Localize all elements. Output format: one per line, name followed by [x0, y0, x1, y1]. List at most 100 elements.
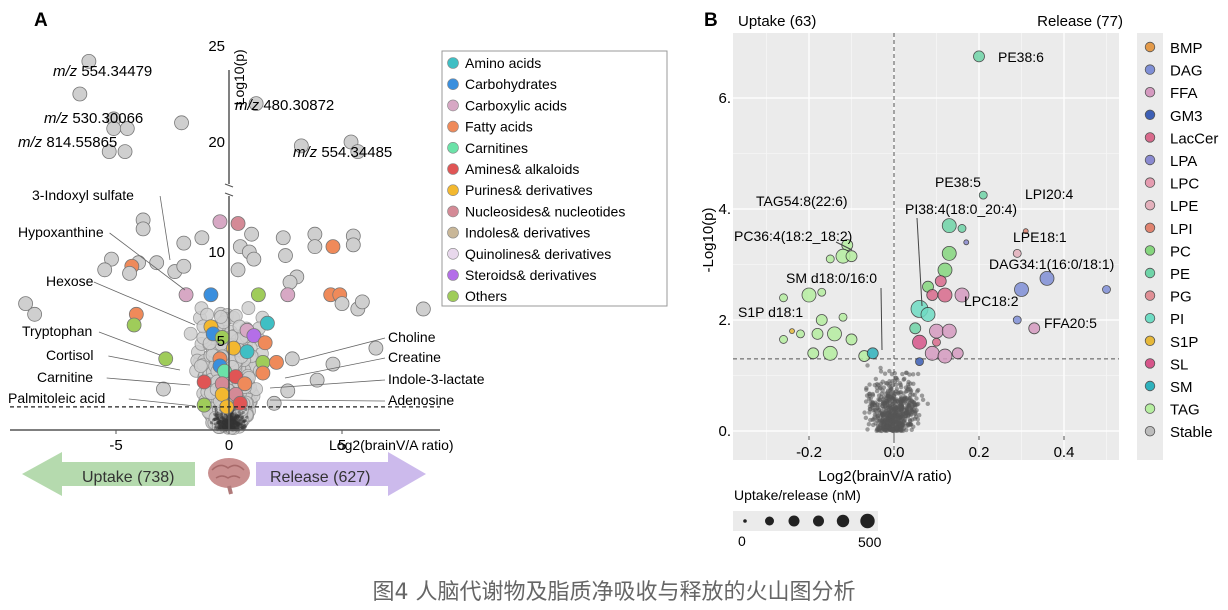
x-tick-label: -5 — [109, 437, 122, 454]
nonsig-point — [211, 418, 216, 422]
stable-point — [282, 274, 298, 290]
lipid-label: DAG34:1(16:0/18:1) — [989, 256, 1114, 272]
stable-point — [897, 397, 903, 402]
stable-point — [354, 294, 370, 310]
y-tick-label: 5 — [217, 333, 225, 350]
x-tick-label: 0.2 — [969, 444, 990, 461]
stable-point — [894, 406, 899, 411]
lipid-label: LPI20:4 — [1025, 186, 1073, 202]
annotation-leader — [299, 337, 386, 361]
lipid-point — [817, 287, 827, 297]
uptake-arrow: Uptake (738) — [22, 452, 195, 496]
lipid-point — [978, 190, 988, 200]
lipid-label: PC36:4(18:2_18:2) — [734, 228, 852, 244]
legend-swatch — [1144, 132, 1156, 143]
nonsig-point — [232, 415, 236, 419]
stable-point — [882, 428, 887, 433]
mz-label: m/z 554.34479 — [53, 63, 152, 80]
annotation-label: Palmitoleic acid — [8, 390, 105, 406]
legend-swatch — [1144, 109, 1156, 121]
stable-point — [887, 368, 892, 374]
stable-point — [865, 427, 870, 432]
lipid-point — [825, 254, 835, 264]
stable-point — [881, 385, 887, 390]
lipid-point — [909, 322, 922, 335]
annotation-label: Hexose — [46, 273, 94, 289]
stable-point — [200, 307, 215, 322]
nonsig-point — [239, 418, 243, 422]
lipid-label: PE38:6 — [998, 49, 1044, 65]
stable-point — [890, 428, 896, 434]
y-axis-title: -Log10(p) — [700, 207, 717, 272]
nonsig-point — [225, 423, 229, 427]
panel-a: A -5 0 5 5 10 20 25 Log2(brainV/A ratio) -Log10(… — [8, 10, 668, 496]
stable-point — [906, 397, 912, 402]
class-point — [196, 397, 212, 413]
size-legend-background — [733, 511, 878, 531]
stable-point — [183, 326, 198, 341]
lipid-point — [973, 50, 985, 63]
legend-swatch — [447, 248, 459, 260]
mz-label: m/z 554.34485 — [293, 144, 392, 161]
annotation-leader — [98, 331, 161, 356]
stable-point — [284, 351, 300, 367]
nonsig-point — [216, 411, 220, 415]
axis-break-mark — [224, 183, 234, 188]
class-point — [230, 216, 246, 231]
class-point — [255, 365, 271, 381]
nonsig-point — [214, 407, 218, 412]
lipid-point — [779, 335, 788, 344]
lipid-point — [1012, 248, 1022, 258]
stable-point — [862, 410, 867, 415]
legend-swatch — [1144, 403, 1156, 414]
stable-point — [873, 421, 878, 426]
stable-point — [894, 382, 899, 387]
stable-point — [868, 400, 873, 405]
stable-point — [307, 239, 323, 255]
legend-swatch — [447, 226, 459, 239]
nonsig-point — [236, 419, 240, 423]
stable-point — [882, 395, 887, 400]
legend-label: Carbohydrates — [465, 76, 557, 92]
stable-point — [915, 371, 921, 377]
stable-point — [902, 408, 908, 413]
x-tick-label: -0.2 — [796, 444, 822, 461]
lipid-point — [827, 326, 842, 342]
lipid-point — [929, 323, 944, 339]
legend-swatch — [1144, 380, 1156, 392]
class-point — [178, 287, 194, 303]
stable-point — [887, 413, 893, 418]
stable-point — [890, 422, 896, 428]
nonsig-point — [229, 421, 233, 425]
legend-label: DAG — [1170, 63, 1203, 80]
class-point — [126, 317, 142, 333]
stable-point — [104, 251, 119, 267]
class-point — [219, 399, 235, 415]
legend-swatch — [1144, 245, 1156, 256]
release-arrow-label: Release (627) — [270, 469, 371, 486]
stable-point — [903, 370, 909, 376]
nonsig-point — [221, 421, 225, 425]
stable-point — [912, 402, 917, 407]
stable-point — [122, 265, 137, 281]
nonsig-point — [243, 419, 247, 423]
nonsig-point — [223, 418, 227, 423]
lipid-point — [1028, 322, 1041, 335]
stable-point — [866, 422, 872, 427]
stable-point — [888, 406, 894, 411]
annotation-label: Tryptophan — [22, 323, 92, 339]
legend-label: Steroids& derivatives — [465, 267, 597, 283]
figure-caption: 图4 人脑代谢物及脂质净吸收与释放的火山图分析 — [372, 580, 856, 605]
legend-label: PI — [1170, 311, 1184, 328]
nonsig-point — [241, 426, 245, 430]
stable-point — [882, 371, 888, 376]
annotation-leader — [128, 398, 196, 407]
legend-swatch — [1144, 313, 1156, 324]
size-legend-max: 500 — [858, 534, 882, 550]
legend-swatch — [1144, 222, 1156, 234]
annotation-leader — [109, 232, 186, 291]
nonsig-point — [219, 424, 223, 428]
class-point — [239, 344, 255, 360]
stable-point — [334, 296, 350, 312]
stable-point — [293, 138, 309, 154]
